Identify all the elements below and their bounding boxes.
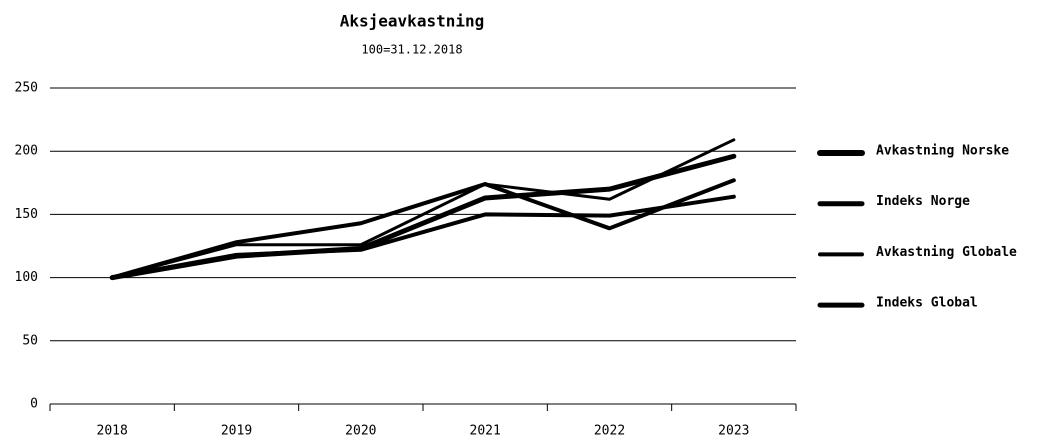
legend-label: Avkastning Globale bbox=[876, 245, 1017, 260]
series-line bbox=[110, 178, 736, 280]
x-tick-label: 2022 bbox=[594, 424, 625, 437]
legend-label: Indeks Global bbox=[876, 296, 978, 311]
legend-label: Indeks Norge bbox=[876, 194, 970, 209]
y-tick-label: 150 bbox=[15, 207, 38, 222]
y-tick-label: 50 bbox=[22, 333, 38, 348]
y-tick-label: 0 bbox=[30, 397, 38, 412]
legend-label: Avkastning Norske bbox=[876, 144, 1009, 159]
y-tick-label: 250 bbox=[15, 81, 38, 96]
chart-title: Aksjeavkastning bbox=[340, 12, 485, 31]
x-tick-label: 2019 bbox=[221, 424, 252, 437]
series-line bbox=[110, 194, 736, 280]
y-tick-label: 100 bbox=[15, 270, 38, 285]
x-tick-label: 2020 bbox=[345, 424, 376, 437]
x-tick-label: 2021 bbox=[470, 424, 501, 437]
chart-subtitle: 100=31.12.2018 bbox=[361, 43, 462, 57]
x-tick-label: 2023 bbox=[718, 424, 749, 437]
y-tick-label: 200 bbox=[15, 144, 38, 159]
x-tick-label: 2018 bbox=[97, 424, 128, 437]
series-line bbox=[110, 138, 736, 280]
